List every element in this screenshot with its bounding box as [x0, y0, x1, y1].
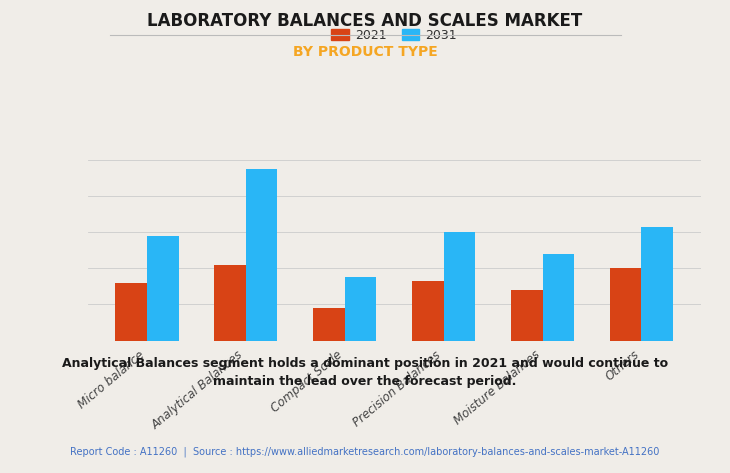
- Bar: [214, 265, 246, 341]
- Bar: [313, 308, 345, 341]
- Bar: [345, 277, 377, 341]
- Bar: [115, 283, 147, 341]
- Bar: [412, 281, 444, 341]
- Bar: [610, 268, 642, 341]
- Bar: [246, 169, 277, 341]
- Legend: 2021, 2031: 2021, 2031: [328, 25, 461, 45]
- Bar: [642, 227, 673, 341]
- Bar: [444, 232, 475, 341]
- Bar: [147, 236, 179, 341]
- Bar: [511, 290, 542, 341]
- Text: LABORATORY BALANCES AND SCALES MARKET: LABORATORY BALANCES AND SCALES MARKET: [147, 12, 583, 30]
- Text: Analytical Balances segment holds a dominant position in 2021 and would continue: Analytical Balances segment holds a domi…: [62, 357, 668, 388]
- Bar: [542, 254, 575, 341]
- Text: BY PRODUCT TYPE: BY PRODUCT TYPE: [293, 45, 437, 59]
- Text: Report Code : A11260  |  Source : https://www.alliedmarketresearch.com/laborator: Report Code : A11260 | Source : https://…: [70, 447, 660, 457]
